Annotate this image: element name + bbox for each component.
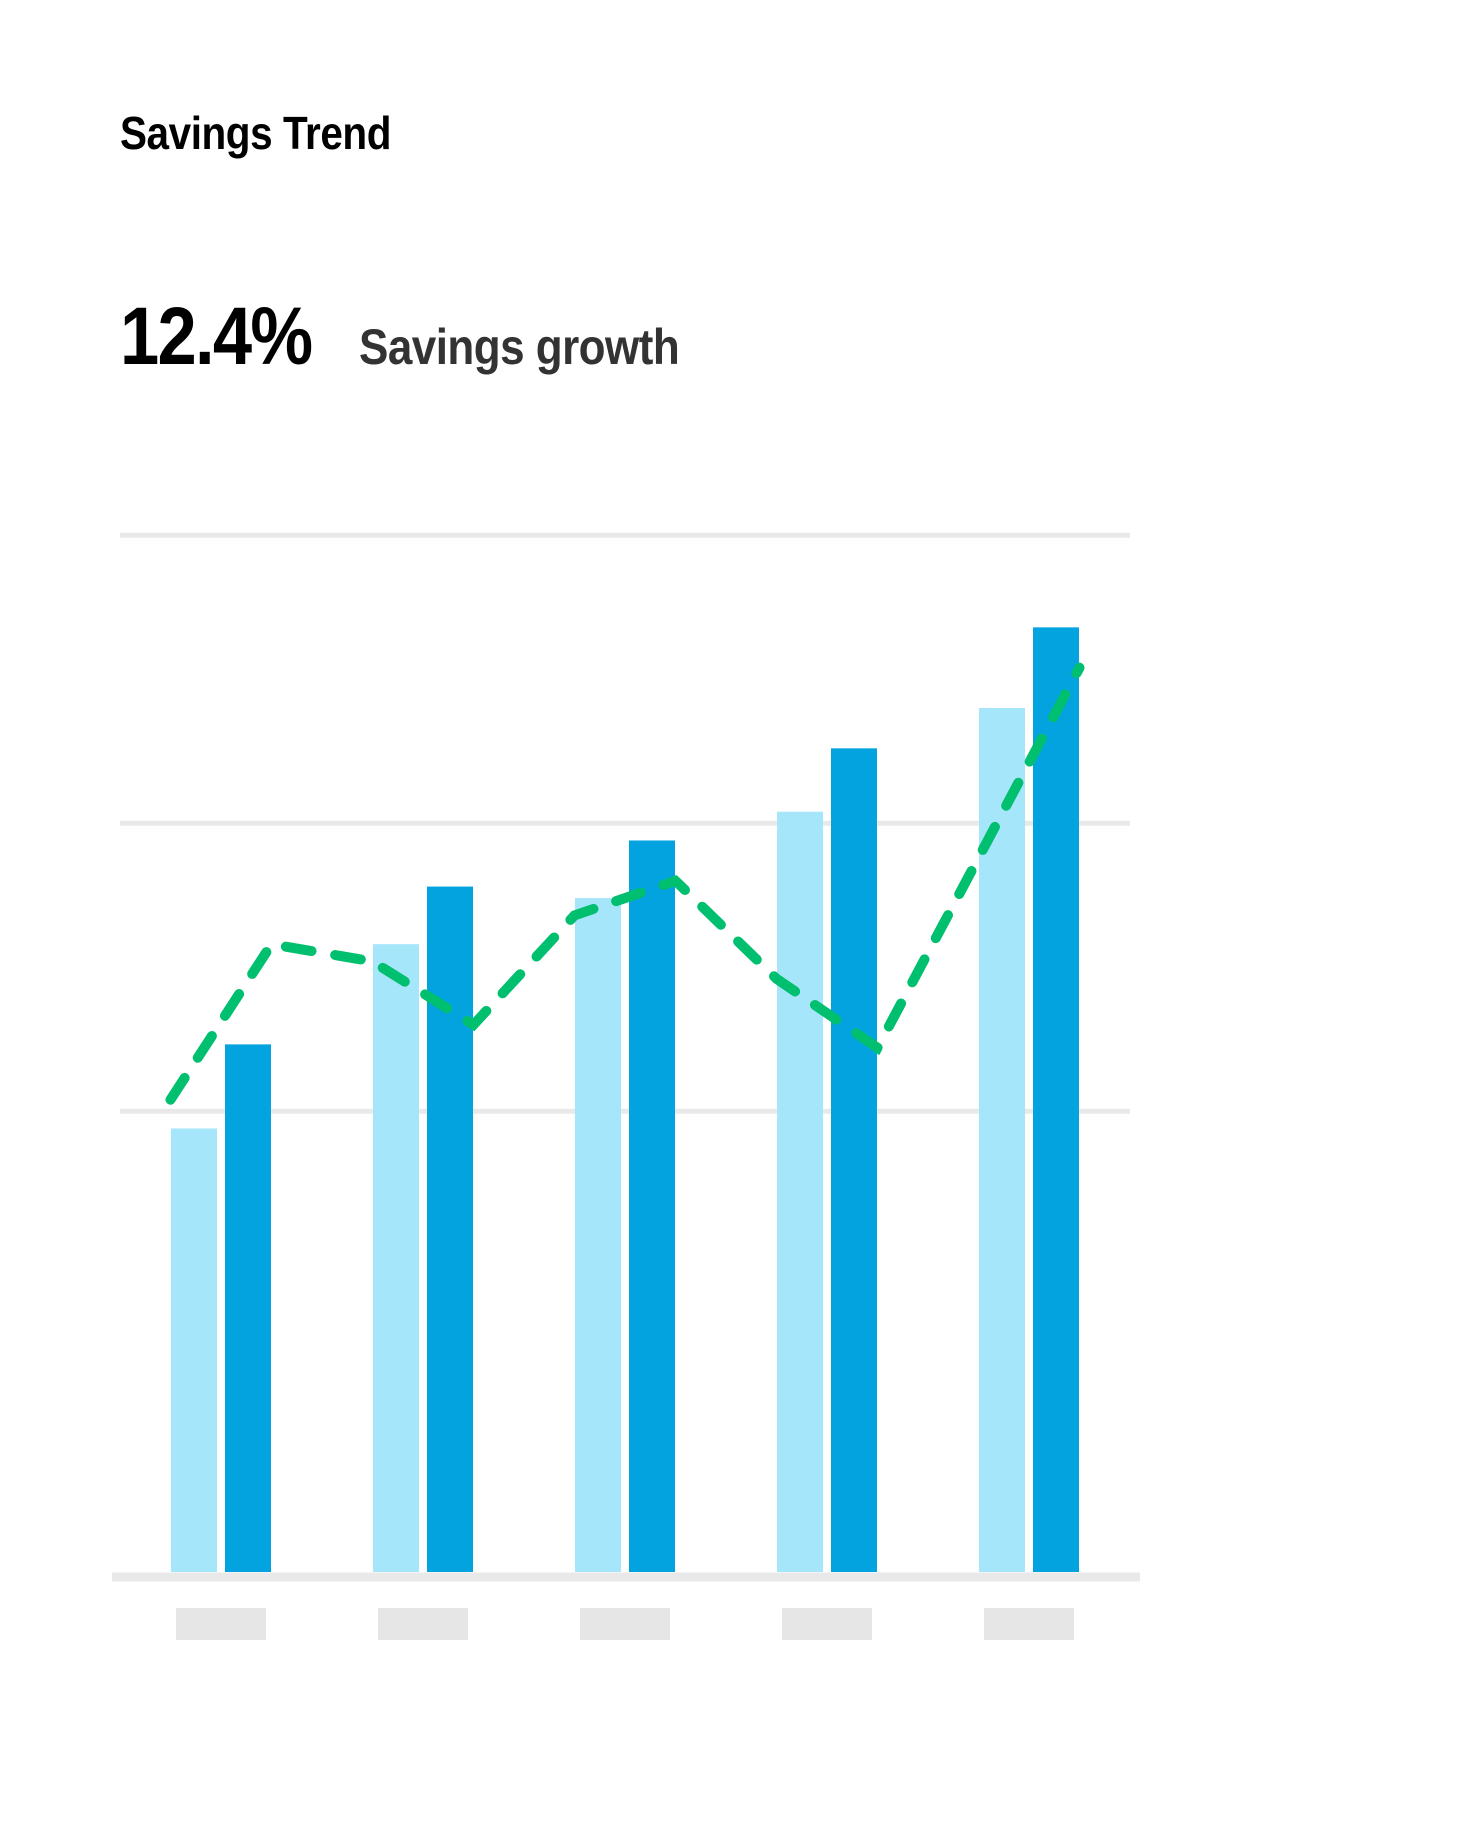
chart-trend-line	[165, 662, 1085, 1105]
page-title: Savings Trend	[120, 107, 391, 159]
bar-group-2-series-1	[629, 840, 675, 1572]
bar-group-1-series-0	[373, 944, 419, 1572]
bar-group-3-series-1	[831, 748, 877, 1572]
chart-bars	[171, 627, 1079, 1572]
x-axis-label-placeholder-4	[984, 1608, 1074, 1640]
x-axis-label-placeholder-0	[176, 1608, 266, 1640]
bar-group-0-series-0	[171, 1128, 217, 1572]
bar-group-1-series-1	[427, 886, 473, 1572]
x-axis-label-placeholder-2	[580, 1608, 670, 1640]
kpi-summary: 12.4% Savings growth	[120, 296, 722, 378]
kpi-label: Savings growth	[358, 319, 680, 375]
savings-growth-trend-line	[165, 662, 1085, 1105]
bar-group-2-series-0	[575, 898, 621, 1572]
x-axis-label-placeholder-1	[378, 1608, 468, 1640]
bar-group-0-series-1	[225, 1044, 271, 1572]
chart-gridlines	[120, 532, 1130, 1114]
chart-xaxis-label-placeholders	[176, 1608, 1074, 1640]
kpi-value: 12.4%	[120, 291, 313, 382]
x-axis-label-placeholder-3	[782, 1608, 872, 1640]
bar-group-4-series-1	[1033, 627, 1079, 1572]
bar-group-3-series-0	[777, 811, 823, 1572]
